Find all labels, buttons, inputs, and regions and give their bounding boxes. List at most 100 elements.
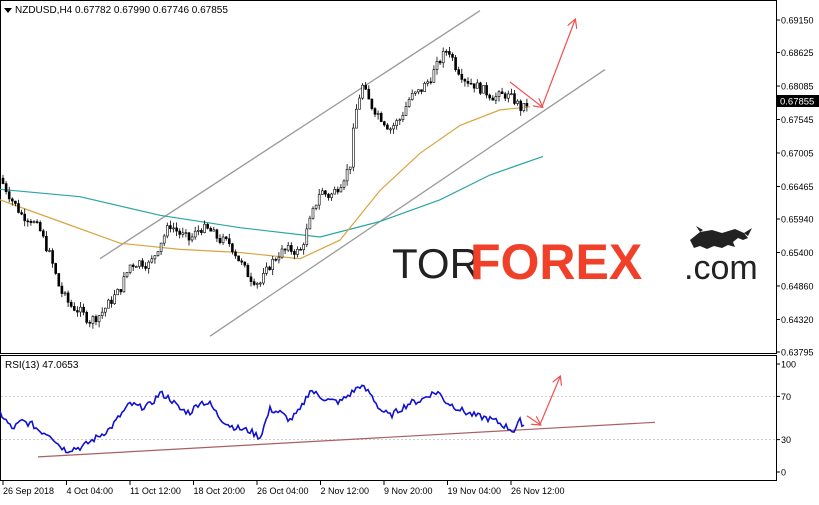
channel-lower-line [209, 69, 606, 337]
candle [265, 262, 268, 276]
candle-body [454, 57, 457, 70]
candle [32, 220, 36, 224]
candle-body [413, 91, 417, 94]
candle [404, 101, 408, 116]
candle-body [308, 217, 312, 230]
candle [355, 104, 358, 129]
candle-body [57, 273, 61, 287]
candle-body [423, 83, 426, 92]
candle-body [169, 225, 172, 230]
candle-body [293, 251, 296, 255]
candle [119, 288, 123, 295]
candle [262, 268, 265, 286]
price-axis-label: 0.66465 [781, 182, 814, 192]
candle [308, 215, 312, 230]
candle-body [23, 213, 27, 222]
candle-body [255, 282, 259, 285]
candle [162, 233, 166, 247]
candle-body [175, 227, 178, 232]
candle-body [265, 266, 268, 274]
time-axis-label: 11 Oct 12:00 [130, 486, 181, 496]
candle [469, 78, 473, 85]
candle-body [283, 248, 287, 251]
candle-body [60, 285, 64, 294]
candle [4, 181, 8, 195]
candle-body [268, 266, 271, 271]
candle [274, 257, 278, 262]
candle-body [166, 225, 169, 237]
candle [289, 242, 293, 255]
candle [342, 179, 346, 190]
candle-body [479, 82, 482, 94]
candle-body [355, 108, 358, 129]
candle-body [497, 91, 501, 97]
candle [41, 228, 45, 239]
candle [311, 206, 315, 220]
main-price-pane[interactable] [0, 0, 777, 354]
candle [116, 288, 119, 296]
candle [224, 236, 228, 241]
candle-body [342, 180, 346, 188]
candle-body [379, 113, 383, 122]
candle [69, 299, 73, 308]
candle [184, 229, 188, 238]
candle-body [48, 250, 51, 252]
candle [48, 247, 51, 253]
time-axis-label: 2 Nov 12:00 [321, 486, 370, 496]
candle [448, 46, 451, 58]
candle-body [203, 223, 206, 233]
moving-average-fast-line [0, 106, 531, 260]
candle-body [162, 235, 166, 244]
price-axis-label: 0.69150 [781, 16, 814, 26]
candle [466, 77, 470, 87]
candle-body [32, 221, 36, 223]
candle-body [131, 264, 135, 267]
candle [286, 242, 290, 252]
current-price-tag: 0.67855 [780, 97, 814, 108]
candle [324, 189, 327, 197]
candle [1, 175, 5, 185]
candle-body [327, 193, 330, 198]
candle-body [525, 103, 529, 107]
candle-body [26, 220, 30, 223]
candle [305, 223, 309, 248]
candle [435, 56, 439, 75]
symbol-header: NZDUSD,H4 0.67782 0.67990 0.67746 0.6785… [4, 5, 228, 16]
candle [237, 255, 240, 262]
candle [57, 273, 61, 287]
candle-body [348, 166, 352, 170]
current-price-tag-bg [777, 95, 819, 107]
candle-body [125, 272, 129, 277]
candle [441, 47, 445, 68]
candle-body [252, 281, 256, 285]
candle [54, 262, 58, 275]
candle-body [85, 311, 88, 323]
candle [113, 289, 116, 305]
candle [181, 227, 185, 238]
candle [17, 199, 20, 214]
candle [367, 85, 371, 100]
candle-body [54, 263, 58, 274]
candle-body [221, 236, 225, 243]
candle [228, 233, 231, 247]
candle [166, 222, 169, 239]
candle [479, 81, 482, 95]
forecast-arrow-up-segment [541, 20, 575, 108]
candle-body [463, 79, 467, 82]
candle-body [135, 266, 138, 268]
candle [231, 242, 234, 255]
candle-body [460, 74, 464, 80]
candle [426, 79, 430, 87]
candle-body [14, 200, 17, 204]
candle [234, 249, 237, 259]
candle-body [506, 93, 510, 99]
candle [79, 302, 82, 317]
candle-body [333, 189, 337, 195]
candle [417, 89, 420, 95]
candle-body [45, 236, 48, 252]
candle-body [122, 276, 126, 293]
rsi-pane[interactable] [0, 355, 777, 481]
candle-body [382, 121, 386, 126]
candle-body [119, 288, 123, 293]
